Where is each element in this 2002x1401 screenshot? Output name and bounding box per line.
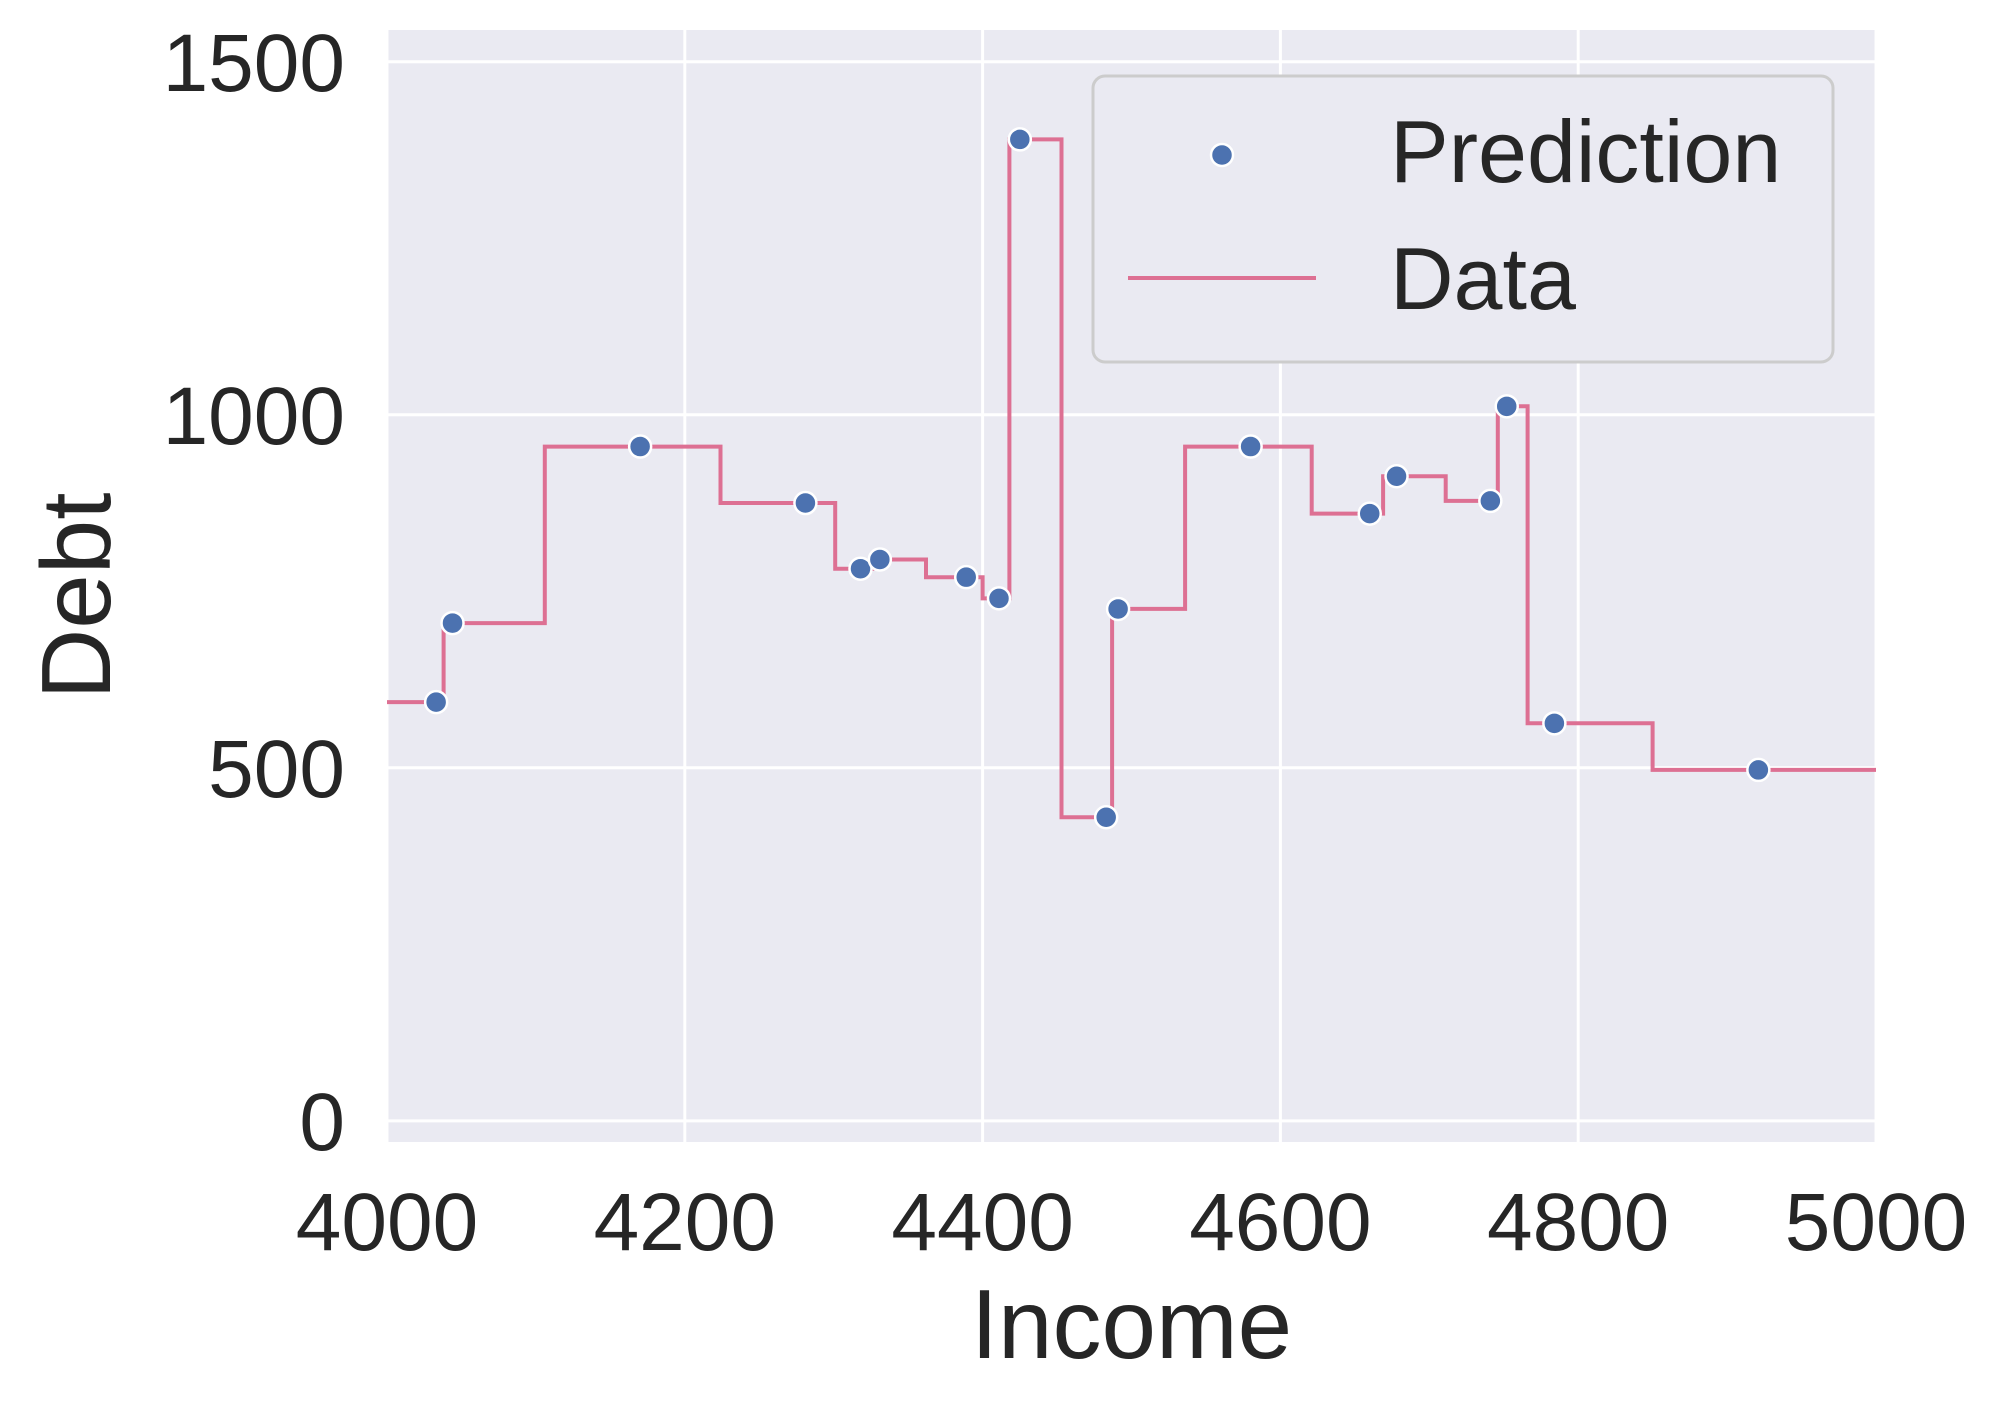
x-tick-label: 4600 [1189,1177,1371,1268]
y-tick-label: 0 [299,1077,345,1168]
x-tick-label: 4800 [1487,1177,1669,1268]
prediction-point [867,547,893,572]
x-tick-label: 4000 [296,1177,478,1268]
prediction-point [1093,804,1119,830]
prediction-point [1746,757,1771,783]
prediction-point [627,434,653,459]
prediction-point [1384,463,1409,489]
prediction-point [1238,434,1263,459]
prediction-point [440,610,465,636]
tick-labels: 4000 4200 4400 4600 4800 5000 0 500 1000 1500 [163,18,1968,1268]
legend-label-prediction: Prediction [1390,102,1781,201]
legend-box [1091,74,1835,364]
prediction-point [848,556,873,581]
legend-label-data: Data [1390,229,1576,328]
x-axis-title: Income [971,1269,1292,1379]
prediction-point [1007,127,1033,152]
prediction-point [793,490,818,516]
prediction-point [423,689,449,715]
x-tick-label: 5000 [1785,1177,1967,1268]
x-tick-label: 4200 [594,1177,776,1268]
prediction-point [1478,488,1503,514]
prediction-point [1542,711,1567,736]
y-tick-label: 1500 [163,18,345,109]
prediction-point [1105,596,1131,622]
legend: Prediction Data [1091,74,1835,364]
prediction-point [1494,394,1519,419]
prediction-point [986,586,1012,611]
series-line-data [387,137,1876,820]
legend-marker-prediction [1209,142,1235,168]
x-tick-label: 4400 [891,1177,1073,1268]
prediction-point [953,564,979,590]
prediction-point [1357,501,1382,526]
y-tick-label: 1000 [163,371,345,462]
series-layer [387,127,1876,830]
y-axis-title: Debt [21,492,131,699]
y-tick-label: 500 [208,724,345,815]
